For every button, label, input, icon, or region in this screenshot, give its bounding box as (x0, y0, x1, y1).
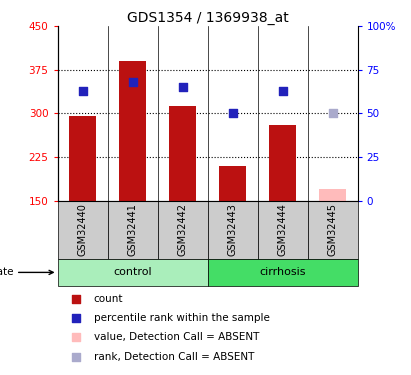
Bar (58, 259, 208, 286)
Bar (219, 166, 246, 201)
Bar (169, 106, 196, 201)
Bar (69, 116, 96, 201)
Text: percentile rank within the sample: percentile rank within the sample (94, 314, 270, 323)
Bar (119, 61, 146, 201)
Point (79, 88, 86, 94)
Point (72, 354, 79, 360)
Bar (208, 201, 258, 259)
Text: disease state: disease state (0, 267, 53, 278)
Text: GSM32442: GSM32442 (178, 203, 187, 256)
Point (279, 88, 286, 94)
Point (179, 84, 186, 90)
Text: GSM32445: GSM32445 (328, 203, 337, 256)
Text: GSM32440: GSM32440 (78, 203, 88, 256)
Title: GDS1354 / 1369938_at: GDS1354 / 1369938_at (127, 11, 289, 25)
Point (72, 315, 79, 321)
Text: GSM32441: GSM32441 (127, 203, 138, 256)
Bar (269, 125, 296, 201)
Point (329, 111, 336, 117)
Text: cirrhosis: cirrhosis (259, 267, 306, 278)
Bar (157, 201, 208, 259)
Bar (319, 189, 346, 201)
Text: GSM32444: GSM32444 (277, 203, 288, 256)
Point (229, 111, 236, 117)
Point (72, 296, 79, 302)
Point (129, 79, 136, 85)
Text: rank, Detection Call = ABSENT: rank, Detection Call = ABSENT (94, 352, 254, 362)
Bar (208, 259, 358, 286)
Bar (258, 201, 307, 259)
Text: control: control (113, 267, 152, 278)
Bar (58, 201, 108, 259)
Point (72, 334, 79, 340)
Text: GSM32443: GSM32443 (228, 203, 238, 256)
Bar (307, 201, 358, 259)
Bar (108, 201, 157, 259)
Text: count: count (94, 294, 123, 304)
Text: value, Detection Call = ABSENT: value, Detection Call = ABSENT (94, 332, 259, 342)
